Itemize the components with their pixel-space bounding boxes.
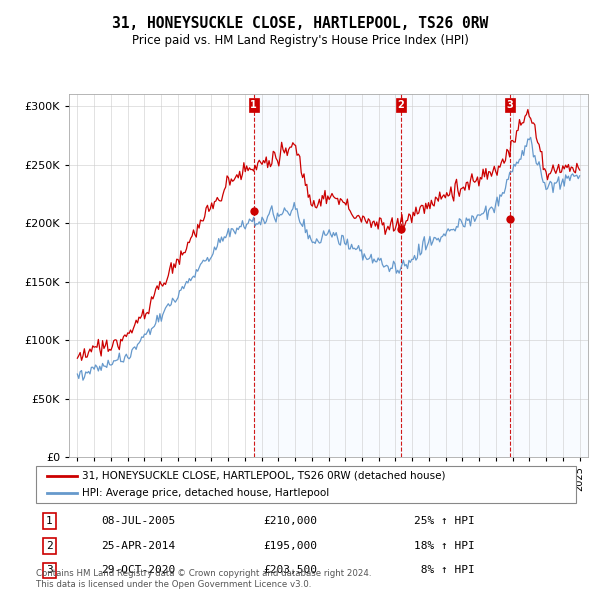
Text: 31, HONEYSUCKLE CLOSE, HARTLEPOOL, TS26 0RW (detached house): 31, HONEYSUCKLE CLOSE, HARTLEPOOL, TS26 … (82, 471, 445, 481)
Text: Contains HM Land Registry data © Crown copyright and database right 2024.
This d: Contains HM Land Registry data © Crown c… (36, 569, 371, 589)
Text: 8% ↑ HPI: 8% ↑ HPI (414, 565, 475, 575)
Text: 1: 1 (46, 516, 53, 526)
Text: 31, HONEYSUCKLE CLOSE, HARTLEPOOL, TS26 0RW: 31, HONEYSUCKLE CLOSE, HARTLEPOOL, TS26 … (112, 16, 488, 31)
Bar (254, 94, 588, 457)
Text: 08-JUL-2005: 08-JUL-2005 (101, 516, 175, 526)
Text: HPI: Average price, detached house, Hartlepool: HPI: Average price, detached house, Hart… (82, 488, 329, 498)
Text: 2: 2 (397, 100, 404, 110)
Text: 25-APR-2014: 25-APR-2014 (101, 541, 175, 550)
Text: £210,000: £210,000 (263, 516, 317, 526)
FancyBboxPatch shape (36, 466, 576, 503)
Text: 3: 3 (46, 565, 53, 575)
Text: Price paid vs. HM Land Registry's House Price Index (HPI): Price paid vs. HM Land Registry's House … (131, 34, 469, 47)
Text: 3: 3 (506, 100, 513, 110)
Text: 2: 2 (46, 541, 53, 550)
Text: 18% ↑ HPI: 18% ↑ HPI (414, 541, 475, 550)
Text: 29-OCT-2020: 29-OCT-2020 (101, 565, 175, 575)
Text: £203,500: £203,500 (263, 565, 317, 575)
Text: £195,000: £195,000 (263, 541, 317, 550)
Text: 25% ↑ HPI: 25% ↑ HPI (414, 516, 475, 526)
Text: 1: 1 (250, 100, 257, 110)
